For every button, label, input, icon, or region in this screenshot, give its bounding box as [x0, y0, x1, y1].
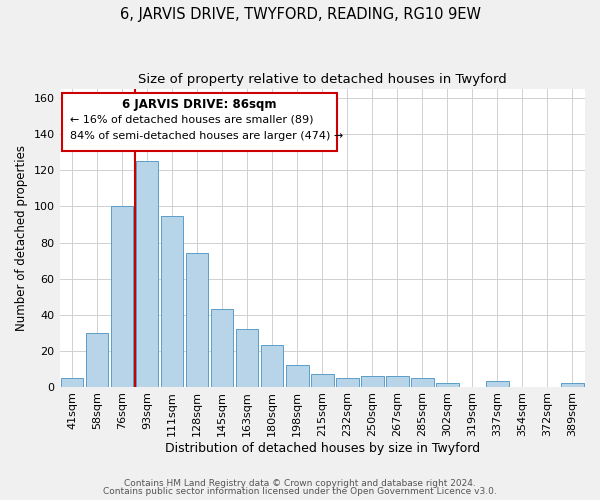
Bar	[436, 383, 458, 386]
Text: 6 JARVIS DRIVE: 86sqm: 6 JARVIS DRIVE: 86sqm	[122, 98, 277, 112]
Y-axis label: Number of detached properties: Number of detached properties	[15, 145, 28, 331]
Bar	[261, 345, 283, 387]
Bar	[61, 378, 83, 386]
Bar	[561, 383, 584, 386]
Bar	[386, 376, 409, 386]
Text: ← 16% of detached houses are smaller (89): ← 16% of detached houses are smaller (89…	[70, 114, 313, 124]
Text: Contains HM Land Registry data © Crown copyright and database right 2024.: Contains HM Land Registry data © Crown c…	[124, 478, 476, 488]
Text: Contains public sector information licensed under the Open Government Licence v3: Contains public sector information licen…	[103, 487, 497, 496]
Bar	[486, 381, 509, 386]
Text: 6, JARVIS DRIVE, TWYFORD, READING, RG10 9EW: 6, JARVIS DRIVE, TWYFORD, READING, RG10 …	[119, 8, 481, 22]
X-axis label: Distribution of detached houses by size in Twyford: Distribution of detached houses by size …	[165, 442, 480, 455]
Bar	[86, 332, 109, 386]
Bar	[361, 376, 383, 386]
Title: Size of property relative to detached houses in Twyford: Size of property relative to detached ho…	[138, 72, 506, 86]
Bar	[161, 216, 184, 386]
Bar	[111, 206, 133, 386]
Bar	[186, 254, 208, 386]
Bar	[211, 309, 233, 386]
Bar	[286, 365, 308, 386]
Text: 84% of semi-detached houses are larger (474) →: 84% of semi-detached houses are larger (…	[70, 131, 343, 141]
Bar	[311, 374, 334, 386]
Bar	[336, 378, 359, 386]
Bar	[236, 329, 259, 386]
Bar	[411, 378, 434, 386]
Bar	[62, 93, 337, 150]
Bar	[136, 162, 158, 386]
